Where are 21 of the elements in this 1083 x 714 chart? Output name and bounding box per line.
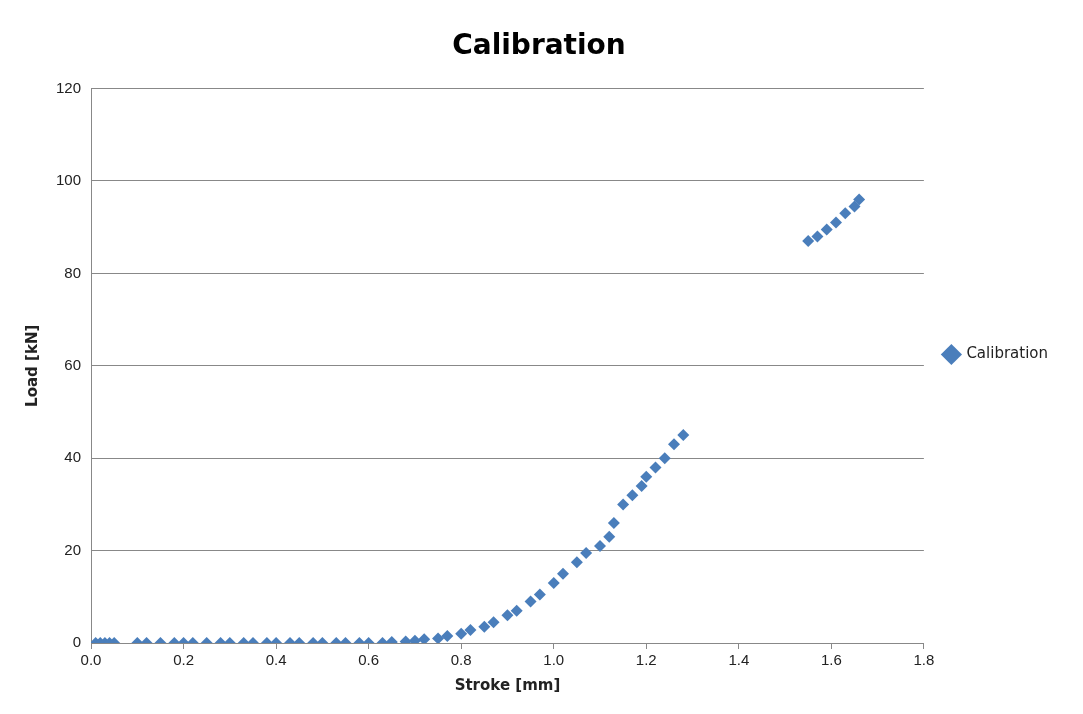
y-tick-label: 80 <box>64 263 82 281</box>
y-tick-label: 120 <box>56 78 82 96</box>
y-tick-label: 20 <box>64 540 82 558</box>
y-tick-label: 40 <box>64 448 82 466</box>
x-tick-label: 0.0 <box>80 651 102 669</box>
x-tick-label: 0.4 <box>265 651 287 669</box>
x-tick-label: 1.2 <box>635 651 657 669</box>
x-axis-title: Stroke [mm] <box>454 675 561 694</box>
y-axis-title: Load [kN] <box>22 324 41 407</box>
x-tick-label: 1.8 <box>913 651 935 669</box>
x-tick-label: 1.0 <box>543 651 565 669</box>
x-tick-label: 0.8 <box>450 651 472 669</box>
y-tick-label: 100 <box>56 171 82 189</box>
legend-label: Calibration <box>966 344 1049 363</box>
chart-title: Calibration <box>452 28 626 62</box>
y-tick-label: 0 <box>72 633 82 651</box>
x-tick-label: 0.2 <box>173 651 194 669</box>
x-tick-label: 0.6 <box>358 651 380 669</box>
y-tick-label: 60 <box>64 355 82 373</box>
x-tick-label: 1.4 <box>728 651 750 669</box>
x-tick-label: 1.6 <box>820 651 842 669</box>
